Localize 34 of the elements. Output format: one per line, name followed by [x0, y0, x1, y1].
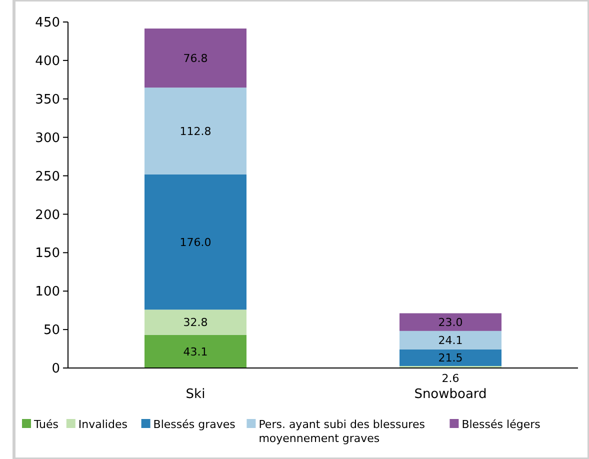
bar: [144, 88, 246, 174]
bar: [144, 334, 246, 368]
data-label: 176.0: [180, 236, 212, 249]
y-tick-label: 400: [35, 54, 60, 69]
legend-label: Invalides: [78, 418, 128, 431]
bar: [400, 349, 502, 366]
y-tick-label: 0: [52, 362, 60, 377]
data-label: 23.0: [438, 316, 463, 329]
data-label: 2.6: [442, 372, 460, 385]
bar: [144, 310, 246, 335]
bar: [144, 174, 246, 310]
legend-label: Blessés graves: [153, 418, 236, 431]
legend-label: Pers. ayant subi des blessures moyennement graves: [258, 418, 426, 446]
y-tick-label: 200: [35, 208, 60, 223]
y-tick-label: 250: [35, 169, 60, 184]
data-label: 32.8: [183, 316, 208, 330]
y-tick-label: 300: [35, 130, 60, 146]
x-tick-label: Snowboard: [414, 387, 487, 402]
legend-label: Blessés légers: [462, 418, 541, 431]
data-label: 76.8: [183, 52, 208, 65]
data-label: 24.1: [438, 334, 463, 348]
y-tick-label: 50: [43, 323, 60, 338]
bar: [400, 330, 502, 350]
y-tick-label: 100: [35, 284, 60, 300]
y-tick-label: 150: [35, 246, 60, 262]
data-label: 112.8: [180, 124, 212, 138]
data-label: 43.1: [183, 345, 208, 358]
bar: [400, 313, 502, 331]
x-tick-label: Ski: [186, 387, 206, 402]
y-tick-label: 350: [35, 92, 60, 108]
legend-label: Tués: [33, 418, 59, 431]
y-tick-label: 450: [35, 16, 60, 31]
bar: [144, 28, 246, 88]
data-label: 21.5: [438, 352, 463, 365]
